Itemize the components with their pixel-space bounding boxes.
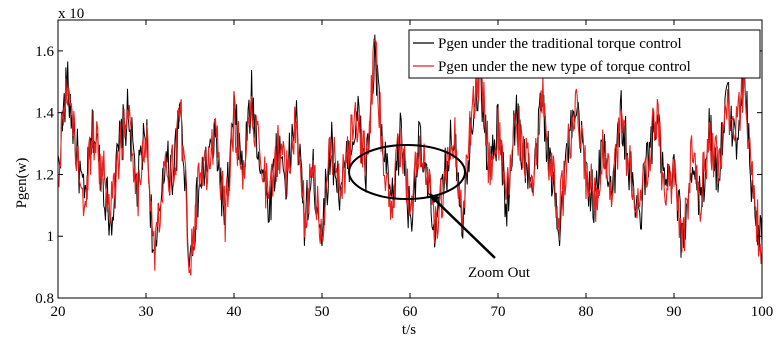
zoom-ellipse — [348, 144, 466, 200]
zoom-out-label: Zoom Out — [468, 265, 531, 281]
series-line-new — [57, 38, 763, 276]
x-axis-label: t/s — [402, 322, 416, 338]
x-tick-label: 100 — [751, 304, 774, 320]
x-tick-label: 70 — [491, 304, 506, 320]
zoom-arrow — [431, 196, 496, 259]
zoom-annotation: Zoom Out — [348, 144, 531, 281]
y-tick-label: 0.8 — [35, 291, 54, 307]
x-tick-label: 20 — [51, 304, 66, 320]
x-tick-label: 50 — [315, 304, 330, 320]
y-tick-label: 1 — [47, 229, 55, 245]
legend: Pgen under the traditional torque contro… — [408, 29, 761, 79]
y-axis-label: Pgen(w) — [14, 158, 30, 209]
x-tick-label: 60 — [403, 304, 418, 320]
zoom-arrowhead — [428, 193, 440, 203]
y-tick-label: 1.6 — [35, 44, 54, 60]
y-multiplier-label: x 10 — [58, 6, 84, 22]
x-tick-label: 40 — [227, 304, 242, 320]
x-tick-label: 30 — [139, 304, 154, 320]
x-tick-label: 90 — [667, 304, 682, 320]
x-tick-label: 80 — [579, 304, 594, 320]
plot-lines — [57, 34, 763, 276]
legend-label-new: Pgen under the new type of torque contro… — [438, 59, 691, 75]
legend-label-traditional: Pgen under the traditional torque contro… — [438, 36, 682, 52]
y-tick-label: 1.4 — [35, 106, 54, 122]
axis-ticks: 20 30 40 50 60 70 80 90 100 0.8 1 1.2 1.4 1.6 — [35, 20, 773, 320]
legend-box — [408, 29, 761, 79]
y-tick-label: 1.2 — [35, 167, 54, 183]
